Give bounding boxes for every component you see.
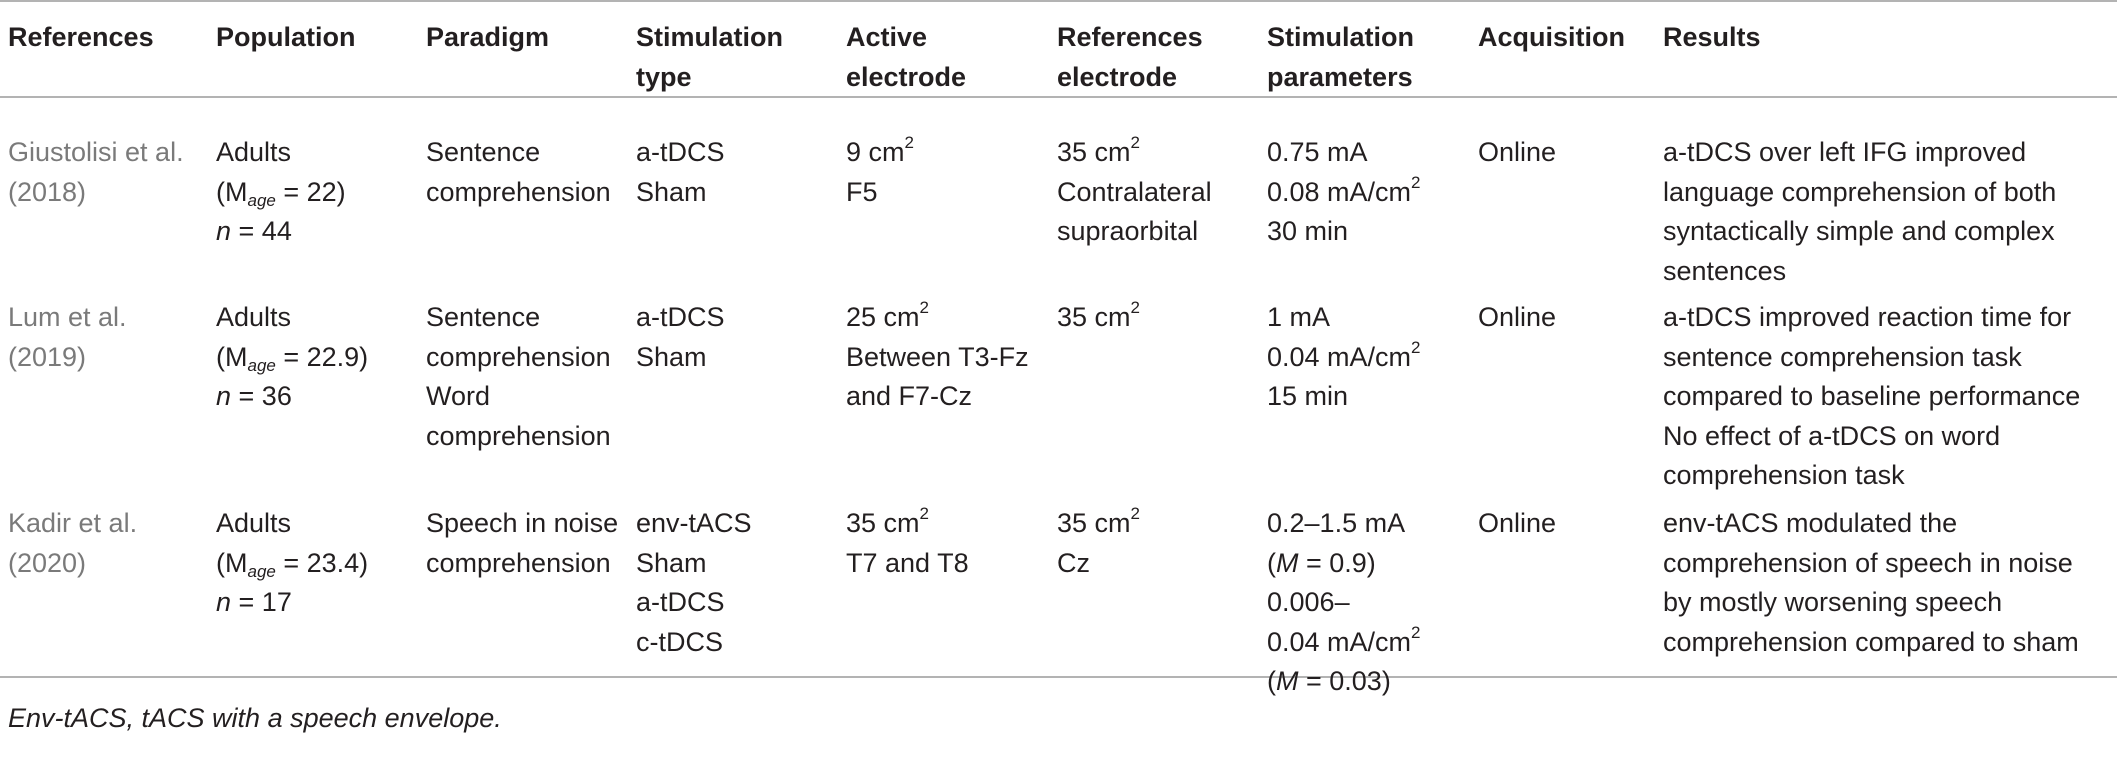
table-row-2-reference: Lum et al. (2019)	[8, 302, 127, 372]
table-row-1-population: Adults (Mage = 22) n = 44	[216, 137, 346, 246]
table-row-3-results: env-tACS modulated the comprehension of …	[1663, 508, 2079, 657]
table-row-1-stimulation-parameters: 0.75 mA 0.08 mA/cm2 30 min	[1267, 137, 1421, 246]
header-results: Results	[1663, 22, 1761, 52]
table-footnote: Env-tACS, tACS with a speech envelope.	[8, 703, 502, 733]
header-stimulation-type: Stimulation type	[636, 22, 783, 92]
table-row-3-active-electrode: 35 cm2 T7 and T8	[846, 504, 969, 578]
table-row-2-results: a-tDCS improved reaction time for senten…	[1663, 302, 2081, 490]
table-row-1-reference: Giustolisi et al. (2018)	[8, 137, 184, 207]
header-population: Population	[216, 22, 356, 52]
table-row-1-results: a-tDCS over left IFG improved language c…	[1663, 137, 2057, 286]
table-row-2-stimulation-parameters: 1 mA 0.04 mA/cm2 15 min	[1267, 302, 1421, 411]
table-header-rule	[0, 96, 2117, 98]
table-row-2-acquisition: Online	[1478, 302, 1557, 332]
table-row-1-stimulation-type: a-tDCS Sham	[636, 137, 725, 207]
table-row-2-population: Adults (Mage = 22.9) n = 36	[216, 302, 369, 411]
table-row-2-active-electrode: 25 cm2 Between T3-Fz and F7-Cz	[846, 298, 1029, 411]
table-row-3-population: Adults (Mage = 23.4) n = 17	[216, 508, 369, 617]
table-row-2-stimulation-type: a-tDCS Sham	[636, 302, 725, 372]
table-row-1-acquisition: Online	[1478, 137, 1557, 167]
header-active-electrode: Active electrode	[846, 22, 967, 92]
table-row-3-acquisition: Online	[1478, 508, 1557, 538]
table-row-1-references-electrode: 35 cm2 Contralateral supraorbital	[1057, 133, 1212, 246]
table-row-3-reference: Kadir et al. (2020)	[8, 508, 138, 578]
table-row-2-references-electrode: 35 cm2	[1057, 298, 1140, 332]
table-row-3-stimulation-parameters: 0.2–1.5 mA (M = 0.9) 0.006– 0.04 mA/cm2 …	[1267, 508, 1421, 696]
header-paradigm: Paradigm	[426, 22, 550, 52]
table-row-3-paradigm: Speech in noise comprehension	[426, 508, 619, 578]
header-stimulation-parameters: Stimulation parameters	[1267, 22, 1414, 92]
header-references: References	[8, 22, 154, 52]
table-bottom-rule	[0, 676, 2117, 678]
table-row-2-paradigm: Sentence comprehension Word comprehensio…	[426, 302, 611, 451]
table-row-3-stimulation-type: env-tACS Sham a-tDCS c-tDCS	[636, 508, 752, 657]
table-row-1-active-electrode: 9 cm2 F5	[846, 133, 914, 207]
header-references-electrode: References electrode	[1057, 22, 1203, 92]
header-acquisition: Acquisition	[1478, 22, 1625, 52]
table-row-1-paradigm: Sentence comprehension	[426, 137, 611, 207]
table-top-rule	[0, 0, 2117, 2]
table-row-3-references-electrode: 35 cm2 Cz	[1057, 504, 1140, 578]
